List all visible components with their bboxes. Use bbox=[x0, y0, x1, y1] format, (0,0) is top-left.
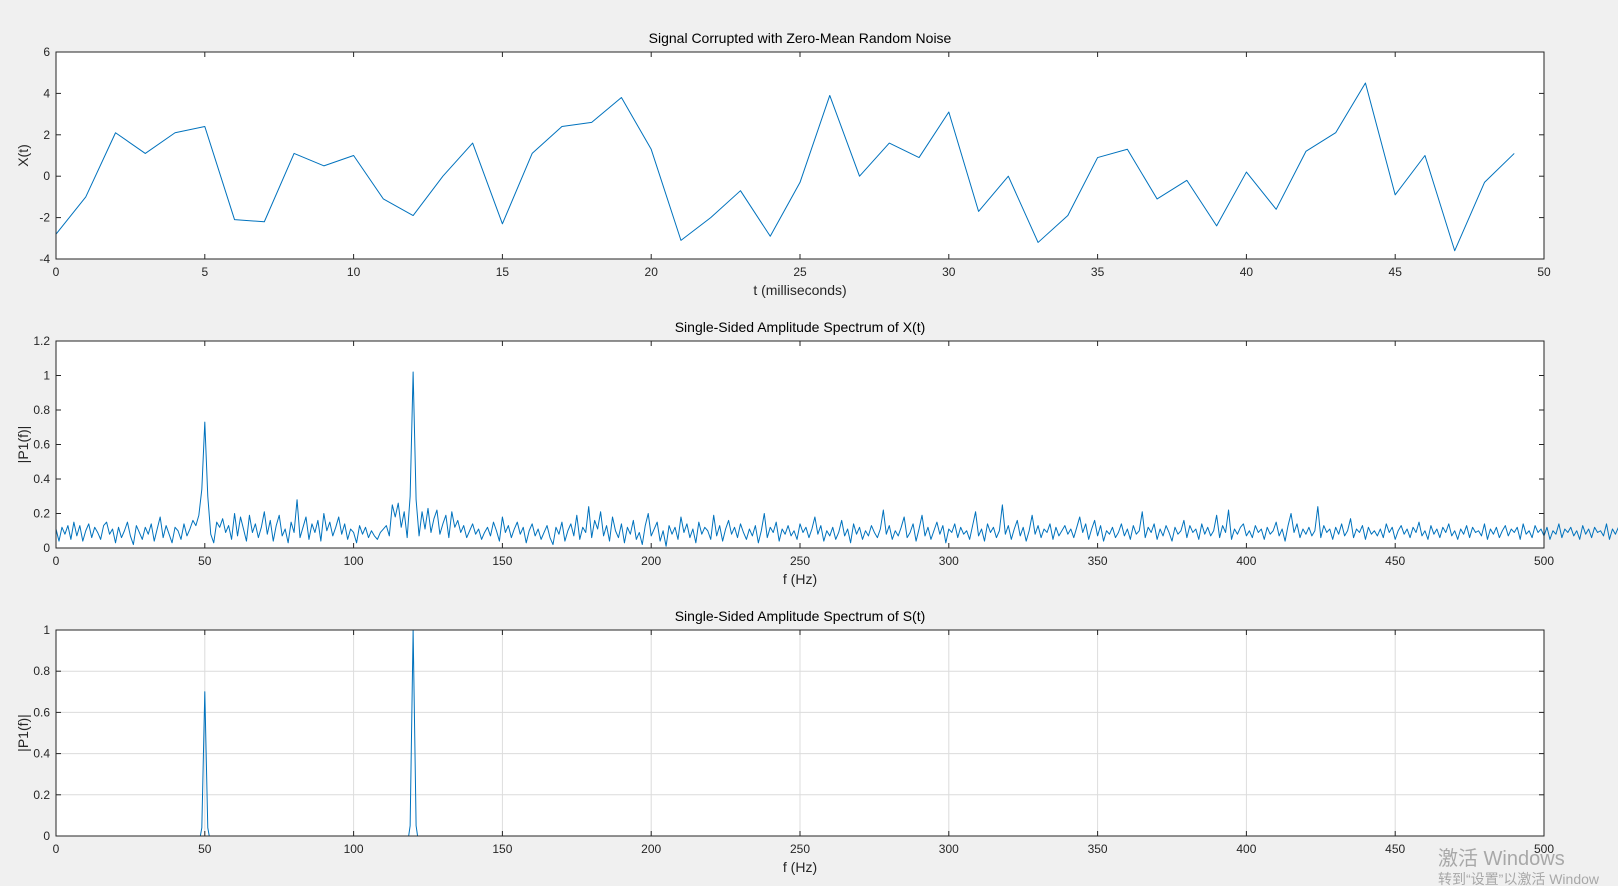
y-tick-label: 1 bbox=[43, 623, 50, 637]
y-axis-label: |P1(f)| bbox=[15, 426, 31, 464]
y-tick-label: 6 bbox=[43, 45, 50, 59]
x-tick-label: 5 bbox=[201, 265, 208, 279]
x-tick-label: 0 bbox=[53, 554, 60, 568]
x-tick-label: 45 bbox=[1389, 265, 1403, 279]
x-tick-label: 20 bbox=[645, 265, 659, 279]
watermark-subtitle: 转到“设置”以激活 Window bbox=[1438, 871, 1600, 886]
x-tick-label: 250 bbox=[790, 842, 810, 856]
y-tick-label: 0.6 bbox=[33, 438, 50, 452]
y-tick-label: 0 bbox=[43, 169, 50, 183]
x-tick-label: 100 bbox=[344, 554, 364, 568]
x-tick-label: 300 bbox=[939, 554, 959, 568]
y-tick-label: 0.8 bbox=[33, 664, 50, 678]
x-tick-label: 200 bbox=[641, 554, 661, 568]
y-tick-label: 1 bbox=[43, 369, 50, 383]
y-tick-label: 0.6 bbox=[33, 705, 50, 719]
x-tick-label: 400 bbox=[1236, 842, 1256, 856]
y-tick-label: 2 bbox=[43, 128, 50, 142]
y-tick-label: 0.2 bbox=[33, 507, 50, 521]
x-tick-label: 200 bbox=[641, 842, 661, 856]
x-tick-label: 40 bbox=[1240, 265, 1254, 279]
x-tick-label: 150 bbox=[492, 554, 512, 568]
x-tick-label: 25 bbox=[793, 265, 807, 279]
y-tick-label: 0.8 bbox=[33, 403, 50, 417]
x-tick-label: 50 bbox=[1537, 265, 1551, 279]
signal-plot[interactable]: 0 5 10 15 20 25 30 35 40 45 50 -4 -2 0 2 4 6 Signal Corru… bbox=[15, 30, 1551, 298]
x-tick-label: 450 bbox=[1385, 842, 1405, 856]
x-tick-label: 50 bbox=[198, 554, 212, 568]
x-tick-label: 500 bbox=[1534, 842, 1554, 856]
chart-title: Single-Sided Amplitude Spectrum of X(t) bbox=[675, 319, 926, 335]
x-axis-label: f (Hz) bbox=[783, 571, 817, 587]
x-tick-label: 30 bbox=[942, 265, 956, 279]
spectrum-s-plot[interactable]: 0 50 100 150 200 250 300 350 400 450 500 0 0.2 0.4 0.6… bbox=[15, 608, 1554, 875]
y-tick-label: 4 bbox=[43, 86, 50, 100]
x-tick-label: 400 bbox=[1236, 554, 1256, 568]
x-tick-label: 300 bbox=[939, 842, 959, 856]
y-tick-label: -2 bbox=[39, 211, 50, 225]
plot-area bbox=[56, 341, 1544, 548]
chart-title: Single-Sided Amplitude Spectrum of S(t) bbox=[675, 608, 926, 624]
y-axis-label: |P1(f)| bbox=[15, 714, 31, 752]
x-tick-label: 250 bbox=[790, 554, 810, 568]
series-line bbox=[55, 82, 1515, 252]
x-tick-label: 500 bbox=[1534, 554, 1554, 568]
x-tick-label: 15 bbox=[496, 265, 510, 279]
x-tick-label: 100 bbox=[344, 842, 364, 856]
y-tick-label: 1.2 bbox=[33, 334, 50, 348]
y-tick-label: 0.4 bbox=[33, 472, 50, 486]
series-line bbox=[55, 371, 1618, 547]
y-tick-label: 0.2 bbox=[33, 788, 50, 802]
x-tick-label: 350 bbox=[1088, 554, 1108, 568]
x-tick-label: 0 bbox=[53, 265, 60, 279]
x-tick-label: 0 bbox=[53, 842, 60, 856]
x-tick-label: 35 bbox=[1091, 265, 1105, 279]
plot-area bbox=[56, 52, 1544, 259]
y-tick-label: -4 bbox=[39, 252, 50, 266]
spectrum-x-plot[interactable]: 0 50 100 150 200 250 300 350 400 450 500 0 0.2 0.4 0.6… bbox=[15, 319, 1618, 587]
y-tick-label: 0 bbox=[43, 829, 50, 843]
x-tick-label: 150 bbox=[492, 842, 512, 856]
x-axis-label: t (milliseconds) bbox=[753, 282, 846, 298]
x-tick-label: 10 bbox=[347, 265, 361, 279]
chart-title: Signal Corrupted with Zero-Mean Random N… bbox=[649, 30, 952, 46]
y-tick-label: 0.4 bbox=[33, 747, 50, 761]
watermark-title: 激活 Windows bbox=[1438, 847, 1565, 870]
x-tick-label: 450 bbox=[1385, 554, 1405, 568]
x-axis-label: f (Hz) bbox=[783, 859, 817, 875]
y-tick-label: 0 bbox=[43, 541, 50, 555]
x-tick-label: 50 bbox=[198, 842, 212, 856]
x-tick-label: 350 bbox=[1088, 842, 1108, 856]
y-axis-label: X(t) bbox=[15, 144, 31, 167]
